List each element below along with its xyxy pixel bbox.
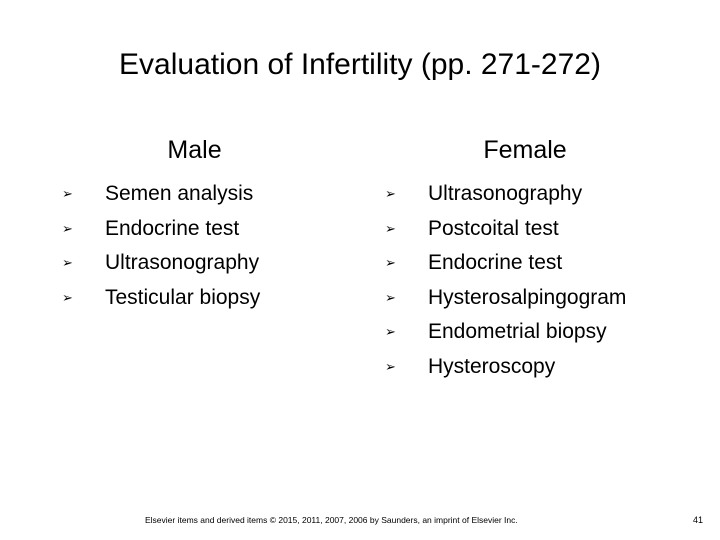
bullet-list: Semen analysisEndocrine testUltrasonogra… <box>62 177 342 315</box>
bullet-item: Semen analysis <box>62 177 342 212</box>
footer: Elsevier items and derived items © 2015,… <box>145 515 518 525</box>
column-heading: Female <box>483 136 567 164</box>
page-number: 41 <box>693 515 704 525</box>
column: Female UltrasonographyPostcoital testEnd… <box>385 136 705 384</box>
column: Male Semen analysisEndocrine testUltraso… <box>62 136 342 315</box>
bullet-item: Ultrasonography <box>62 246 342 281</box>
bullet-list: UltrasonographyPostcoital testEndocrine … <box>385 177 705 384</box>
bullet-item: Endocrine test <box>62 212 342 247</box>
bullet-item: Hysterosalpingogram <box>385 281 705 316</box>
slide-title: Evaluation of Infertility (pp. 271-272) <box>119 48 601 81</box>
bullet-item: Endocrine test <box>385 246 705 281</box>
bullet-item: Ultrasonography <box>385 177 705 212</box>
bullet-item: Endometrial biopsy <box>385 315 705 350</box>
bullet-item: Postcoital test <box>385 212 705 247</box>
bullet-item: Hysteroscopy <box>385 350 705 385</box>
bullet-item: Testicular biopsy <box>62 281 342 316</box>
column-heading: Male <box>167 136 222 164</box>
